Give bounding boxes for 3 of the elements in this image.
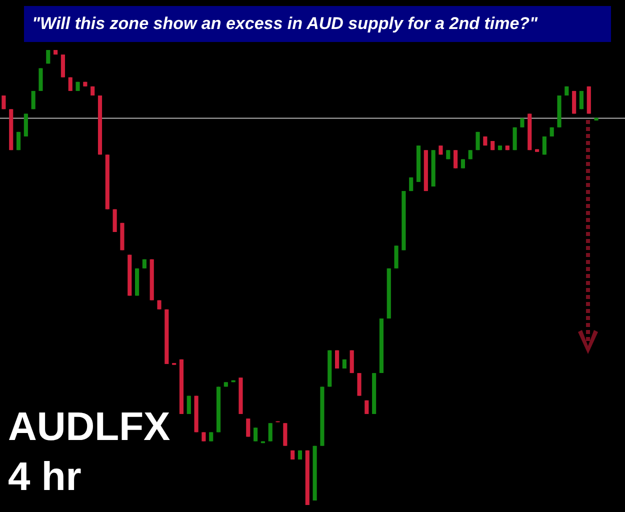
- text: "Will this zone show an excess in AUD supply for a 2nd time?": [24, 6, 611, 42]
- text: 4 hr: [8, 454, 82, 501]
- text: AUDLFX: [8, 404, 170, 451]
